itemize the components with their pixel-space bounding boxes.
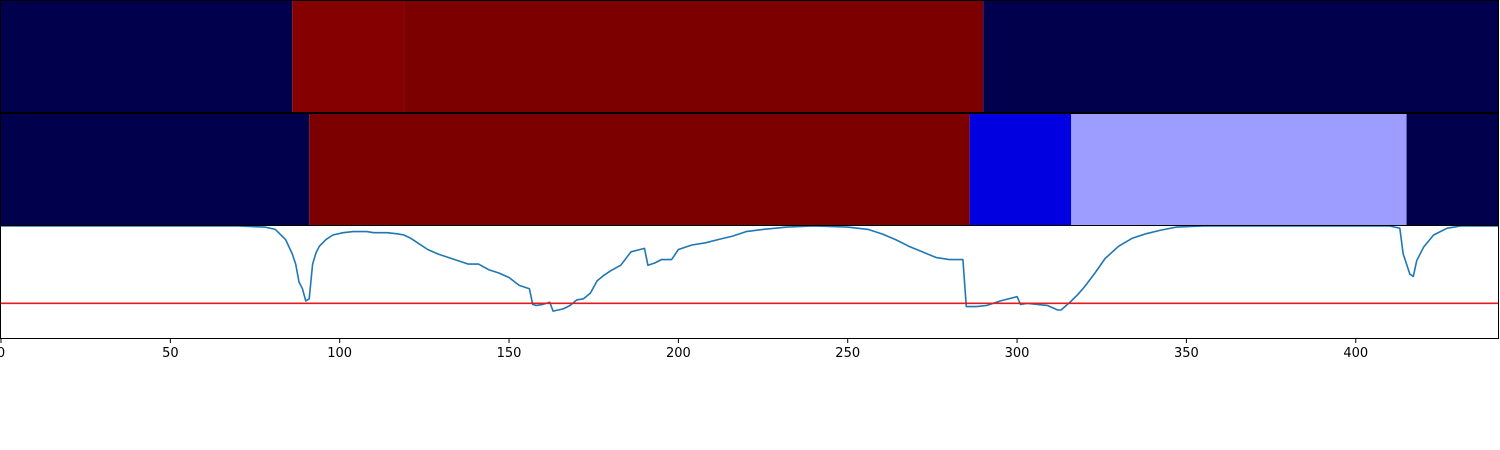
x-tick-label: 0 (0, 346, 5, 361)
track-1-frame (0, 0, 1499, 113)
track-panel-1 (0, 0, 1499, 113)
track-2-segment-3 (969, 114, 1072, 225)
track-2-segment-5 (1406, 114, 1498, 225)
x-tick-label: 150 (497, 346, 522, 361)
x-tick-label: 300 (1005, 346, 1030, 361)
line-panel (0, 225, 1499, 339)
track-1-segment-3 (404, 1, 984, 112)
track-2-segment-1 (1, 114, 310, 225)
track-2-segment-4 (1071, 114, 1407, 225)
x-tick-label: 50 (162, 346, 179, 361)
x-tick-label: 100 (327, 346, 352, 361)
track-1-segment-1 (1, 1, 293, 112)
track-1-segment-4 (983, 1, 1498, 112)
x-tick-label: 400 (1343, 346, 1368, 361)
x-tick-label: 200 (666, 346, 691, 361)
track-2-segment-2 (309, 114, 970, 225)
line-panel-frame (0, 225, 1499, 339)
track-1-segment-2 (292, 1, 405, 112)
x-tick-label: 350 (1174, 346, 1199, 361)
x-axis: 0 50 100 150 200 250 300 350 400 (0, 338, 1368, 361)
line-panel-background (1, 226, 1498, 338)
signal-line (1, 226, 1498, 312)
track-panel-2 (0, 113, 1499, 226)
x-tick-label: 250 (835, 346, 860, 361)
